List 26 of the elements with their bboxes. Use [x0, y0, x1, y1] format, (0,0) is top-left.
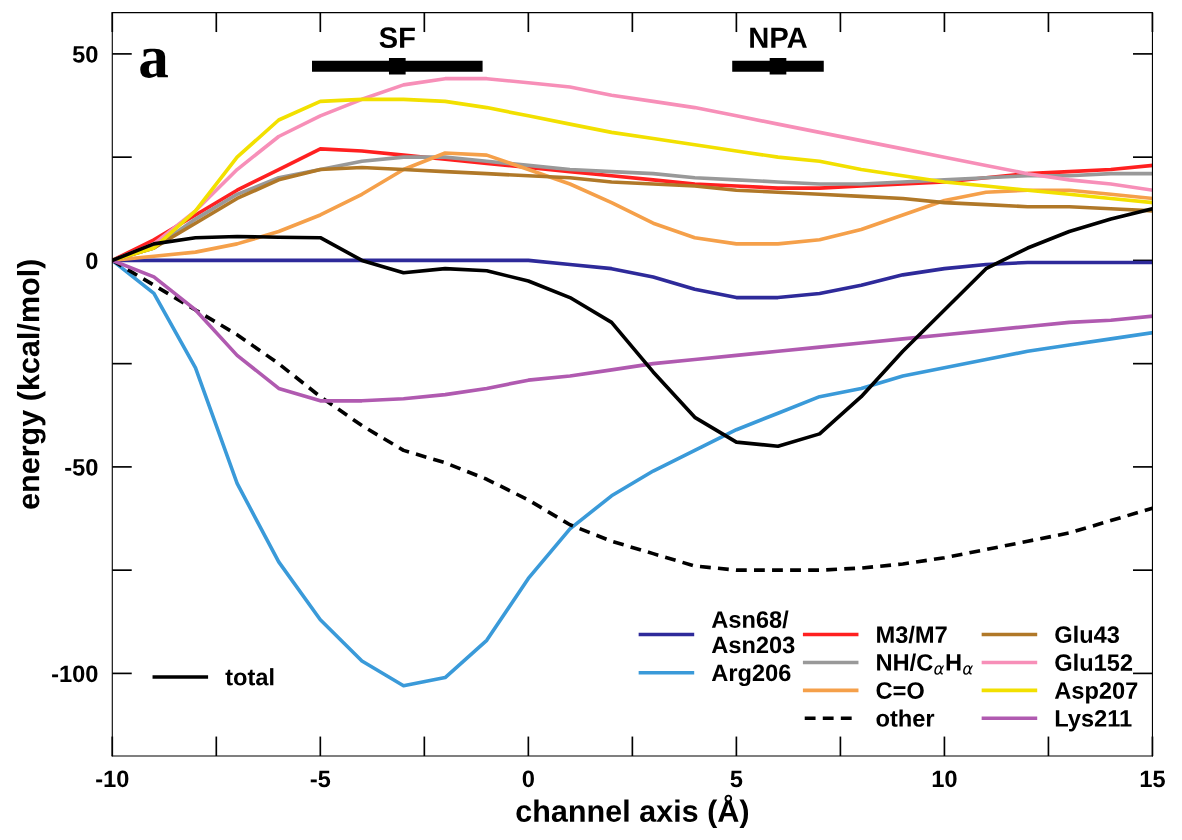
legend-label: Asn68/ Asn203	[711, 610, 795, 654]
data-label: NPA	[750, 27, 807, 48]
legend-label: Arg206	[711, 664, 791, 687]
legend-label: M3/M7	[877, 625, 947, 644]
x-tick-label: 10	[932, 770, 957, 788]
y-tick-label: -50	[65, 458, 98, 476]
legend-label: C=O	[876, 682, 924, 699]
annotation: a	[140, 48, 168, 78]
x-tick-label: -5	[310, 770, 331, 788]
x-tick-label: -10	[96, 770, 129, 788]
y-tick-label: 50	[72, 45, 98, 63]
legend-label: total	[225, 668, 274, 686]
legend-label: NH/C$_{α}$H$_{α}$	[877, 653, 973, 675]
legend-label: Lys211	[1055, 710, 1132, 732]
y-tick-label: 0	[86, 252, 98, 270]
x-axis-title: channel axis (Å)	[516, 794, 749, 828]
y-axis-title: energy (kcal/mol)	[16, 260, 46, 509]
legend-label: Glu43	[1055, 625, 1120, 644]
x-tick-label: 0	[522, 770, 534, 788]
legend-label: Glu152	[1055, 653, 1133, 671]
y-tick-label: -100	[52, 665, 98, 683]
x-tick-label: 15	[1140, 770, 1165, 788]
data-label: SF	[379, 27, 415, 49]
x-tick-label: 5	[730, 770, 743, 788]
legend-label: other	[876, 709, 935, 727]
legend-label: Asp207	[1054, 682, 1138, 704]
